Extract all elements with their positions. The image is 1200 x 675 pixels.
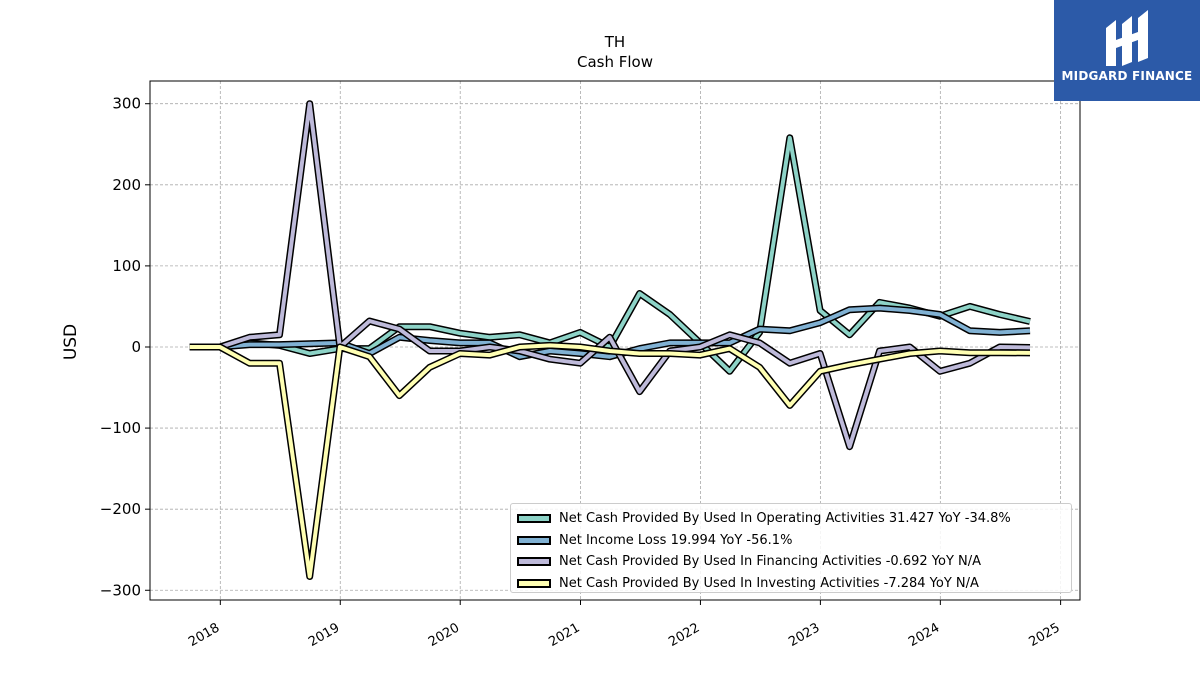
- series-line-0: [189, 135, 1031, 374]
- legend-swatch-operating: [517, 514, 551, 524]
- series-line-3: [189, 343, 1031, 579]
- y-tick-label: 300: [112, 95, 141, 113]
- x-tick-label: 2021: [546, 620, 582, 650]
- y-tick-label: 200: [112, 176, 141, 194]
- legend-label-operating: Net Cash Provided By Used In Operating A…: [559, 511, 1011, 527]
- x-tick-label: 2022: [666, 620, 702, 650]
- y-tick-label: −200: [100, 500, 141, 518]
- chart-legend: Net Cash Provided By Used In Operating A…: [510, 503, 1072, 593]
- midgard-logo-icon: [1106, 10, 1148, 66]
- legend-label-financing: Net Cash Provided By Used In Financing A…: [559, 554, 982, 570]
- x-tick-label: 2023: [786, 620, 822, 650]
- legend-item-net-income: Net Income Loss 19.994 YoY -56.1%: [517, 530, 1065, 552]
- legend-item-financing: Net Cash Provided By Used In Financing A…: [517, 551, 1065, 573]
- y-tick-label: −300: [100, 581, 141, 599]
- y-tick-label: −100: [100, 419, 141, 437]
- plot-frame: [149, 80, 1081, 601]
- x-tick-label: 2024: [906, 620, 942, 650]
- x-tick-label: 2025: [1026, 620, 1062, 650]
- series-lines: [189, 100, 1031, 580]
- legend-label-investing: Net Cash Provided By Used In Investing A…: [559, 575, 979, 591]
- legend-swatch-net-income: [517, 535, 551, 545]
- y-axis-label: USD: [61, 324, 81, 360]
- series-line-2: [189, 101, 1031, 449]
- chart-title: TH: [604, 33, 626, 51]
- x-tick-label: 2018: [186, 620, 222, 650]
- brand-logo: MIDGARD FINANCE: [1054, 0, 1200, 101]
- legend-label-net-income: Net Income Loss 19.994 YoY -56.1%: [559, 532, 793, 548]
- x-tick-label: 2019: [306, 620, 342, 650]
- chart-subtitle: Cash Flow: [577, 53, 653, 71]
- series-line-1: [189, 306, 1031, 359]
- legend-swatch-investing: [517, 578, 551, 588]
- x-tick-label: 2020: [426, 620, 462, 650]
- y-tick-label: 0: [131, 338, 141, 356]
- legend-swatch-financing: [517, 557, 551, 567]
- legend-item-operating: Net Cash Provided By Used In Operating A…: [517, 508, 1065, 530]
- legend-item-investing: Net Cash Provided By Used In Investing A…: [517, 573, 1065, 595]
- brand-name: MIDGARD FINANCE: [1061, 69, 1193, 83]
- y-tick-label: 100: [112, 257, 141, 275]
